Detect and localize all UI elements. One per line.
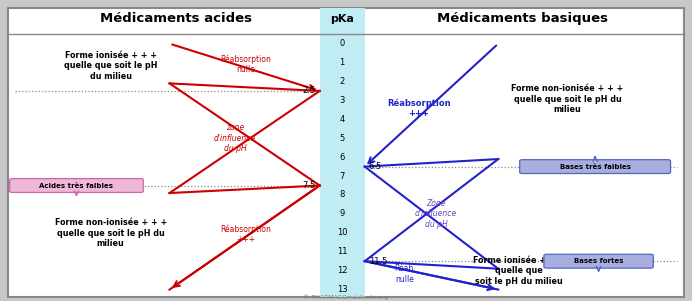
Bar [320, 8, 365, 297]
Text: Bases très faibles: Bases très faibles [560, 164, 630, 169]
Text: zone
d'influence
du pH: zone d'influence du pH [214, 123, 257, 153]
Text: 1: 1 [340, 58, 345, 67]
Text: 11: 11 [337, 247, 347, 256]
Text: pKa: pKa [330, 14, 354, 24]
Text: 9: 9 [340, 209, 345, 219]
Text: Réabsorption
+++: Réabsorption +++ [387, 98, 450, 118]
Text: Réab.
nulle: Réab. nulle [394, 264, 416, 284]
Text: Médicaments acides: Médicaments acides [100, 12, 253, 25]
Text: 3: 3 [340, 96, 345, 105]
Text: 11.5: 11.5 [369, 257, 388, 266]
Text: Forme ionisée + + +
quelle que
soit le pH du milieu: Forme ionisée + + + quelle que soit le p… [473, 256, 565, 286]
Text: Réabsorption
nulle: Réabsorption nulle [220, 54, 271, 74]
Text: Forme non-ionisée + + +
quelle que soit le pH du
milieu: Forme non-ionisée + + + quelle que soit … [511, 84, 623, 114]
FancyBboxPatch shape [544, 254, 653, 268]
Text: 5: 5 [340, 134, 345, 143]
Text: 10: 10 [337, 228, 347, 237]
FancyBboxPatch shape [520, 160, 671, 173]
Text: 7.5: 7.5 [302, 181, 316, 190]
Text: Réabsorption
+++: Réabsorption +++ [220, 225, 271, 244]
Text: Bases fortes: Bases fortes [574, 258, 623, 264]
Text: Acides très faibles: Acides très faibles [39, 182, 113, 188]
Text: 13: 13 [337, 285, 347, 294]
Text: 0: 0 [340, 39, 345, 48]
Text: 2: 2 [340, 77, 345, 86]
Text: Forme non-ionisée + + +
quelle que soit le pH du
milieu: Forme non-ionisée + + + quelle que soit … [55, 218, 167, 248]
Text: 4: 4 [340, 115, 345, 124]
Text: 8: 8 [340, 191, 345, 200]
Text: 12: 12 [337, 266, 347, 275]
Text: 6: 6 [340, 153, 345, 162]
Text: 7: 7 [340, 172, 345, 181]
Text: © PHARMACOmédicale.org: © PHARMACOmédicale.org [303, 295, 389, 300]
Text: Forme ionisée + + +
quelle que soit le pH
du milieu: Forme ionisée + + + quelle que soit le p… [64, 51, 158, 81]
Text: Zone
d'influence
du pH: Zone d'influence du pH [415, 199, 457, 229]
FancyBboxPatch shape [10, 178, 143, 192]
Text: 6.5: 6.5 [369, 162, 382, 171]
Text: Médicaments basiques: Médicaments basiques [437, 12, 608, 25]
Text: 2.5: 2.5 [302, 86, 316, 95]
